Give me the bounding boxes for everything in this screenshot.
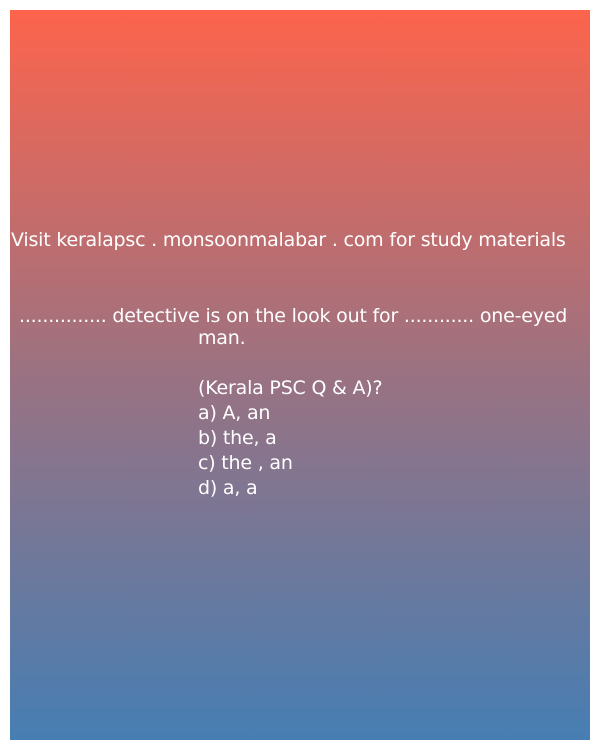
question-card: Visit keralapsc . monsoonmalabar . com f… bbox=[10, 10, 590, 740]
option-a: a) A, an bbox=[198, 402, 271, 424]
question-text-line-2: man. bbox=[198, 327, 246, 349]
source-text: Visit keralapsc . monsoonmalabar . com f… bbox=[11, 229, 566, 251]
spacer bbox=[198, 351, 382, 376]
option-b: b) the, a bbox=[198, 427, 277, 449]
question-body: man. (Kerala PSC Q & A)? a) A, an b) the… bbox=[198, 326, 383, 501]
option-c: c) the , an bbox=[198, 452, 293, 474]
question-text-line-1: ............... detective is on the look… bbox=[19, 305, 568, 327]
question-subtitle: (Kerala PSC Q & A)? bbox=[198, 377, 383, 399]
option-d: d) a, a bbox=[198, 477, 258, 499]
